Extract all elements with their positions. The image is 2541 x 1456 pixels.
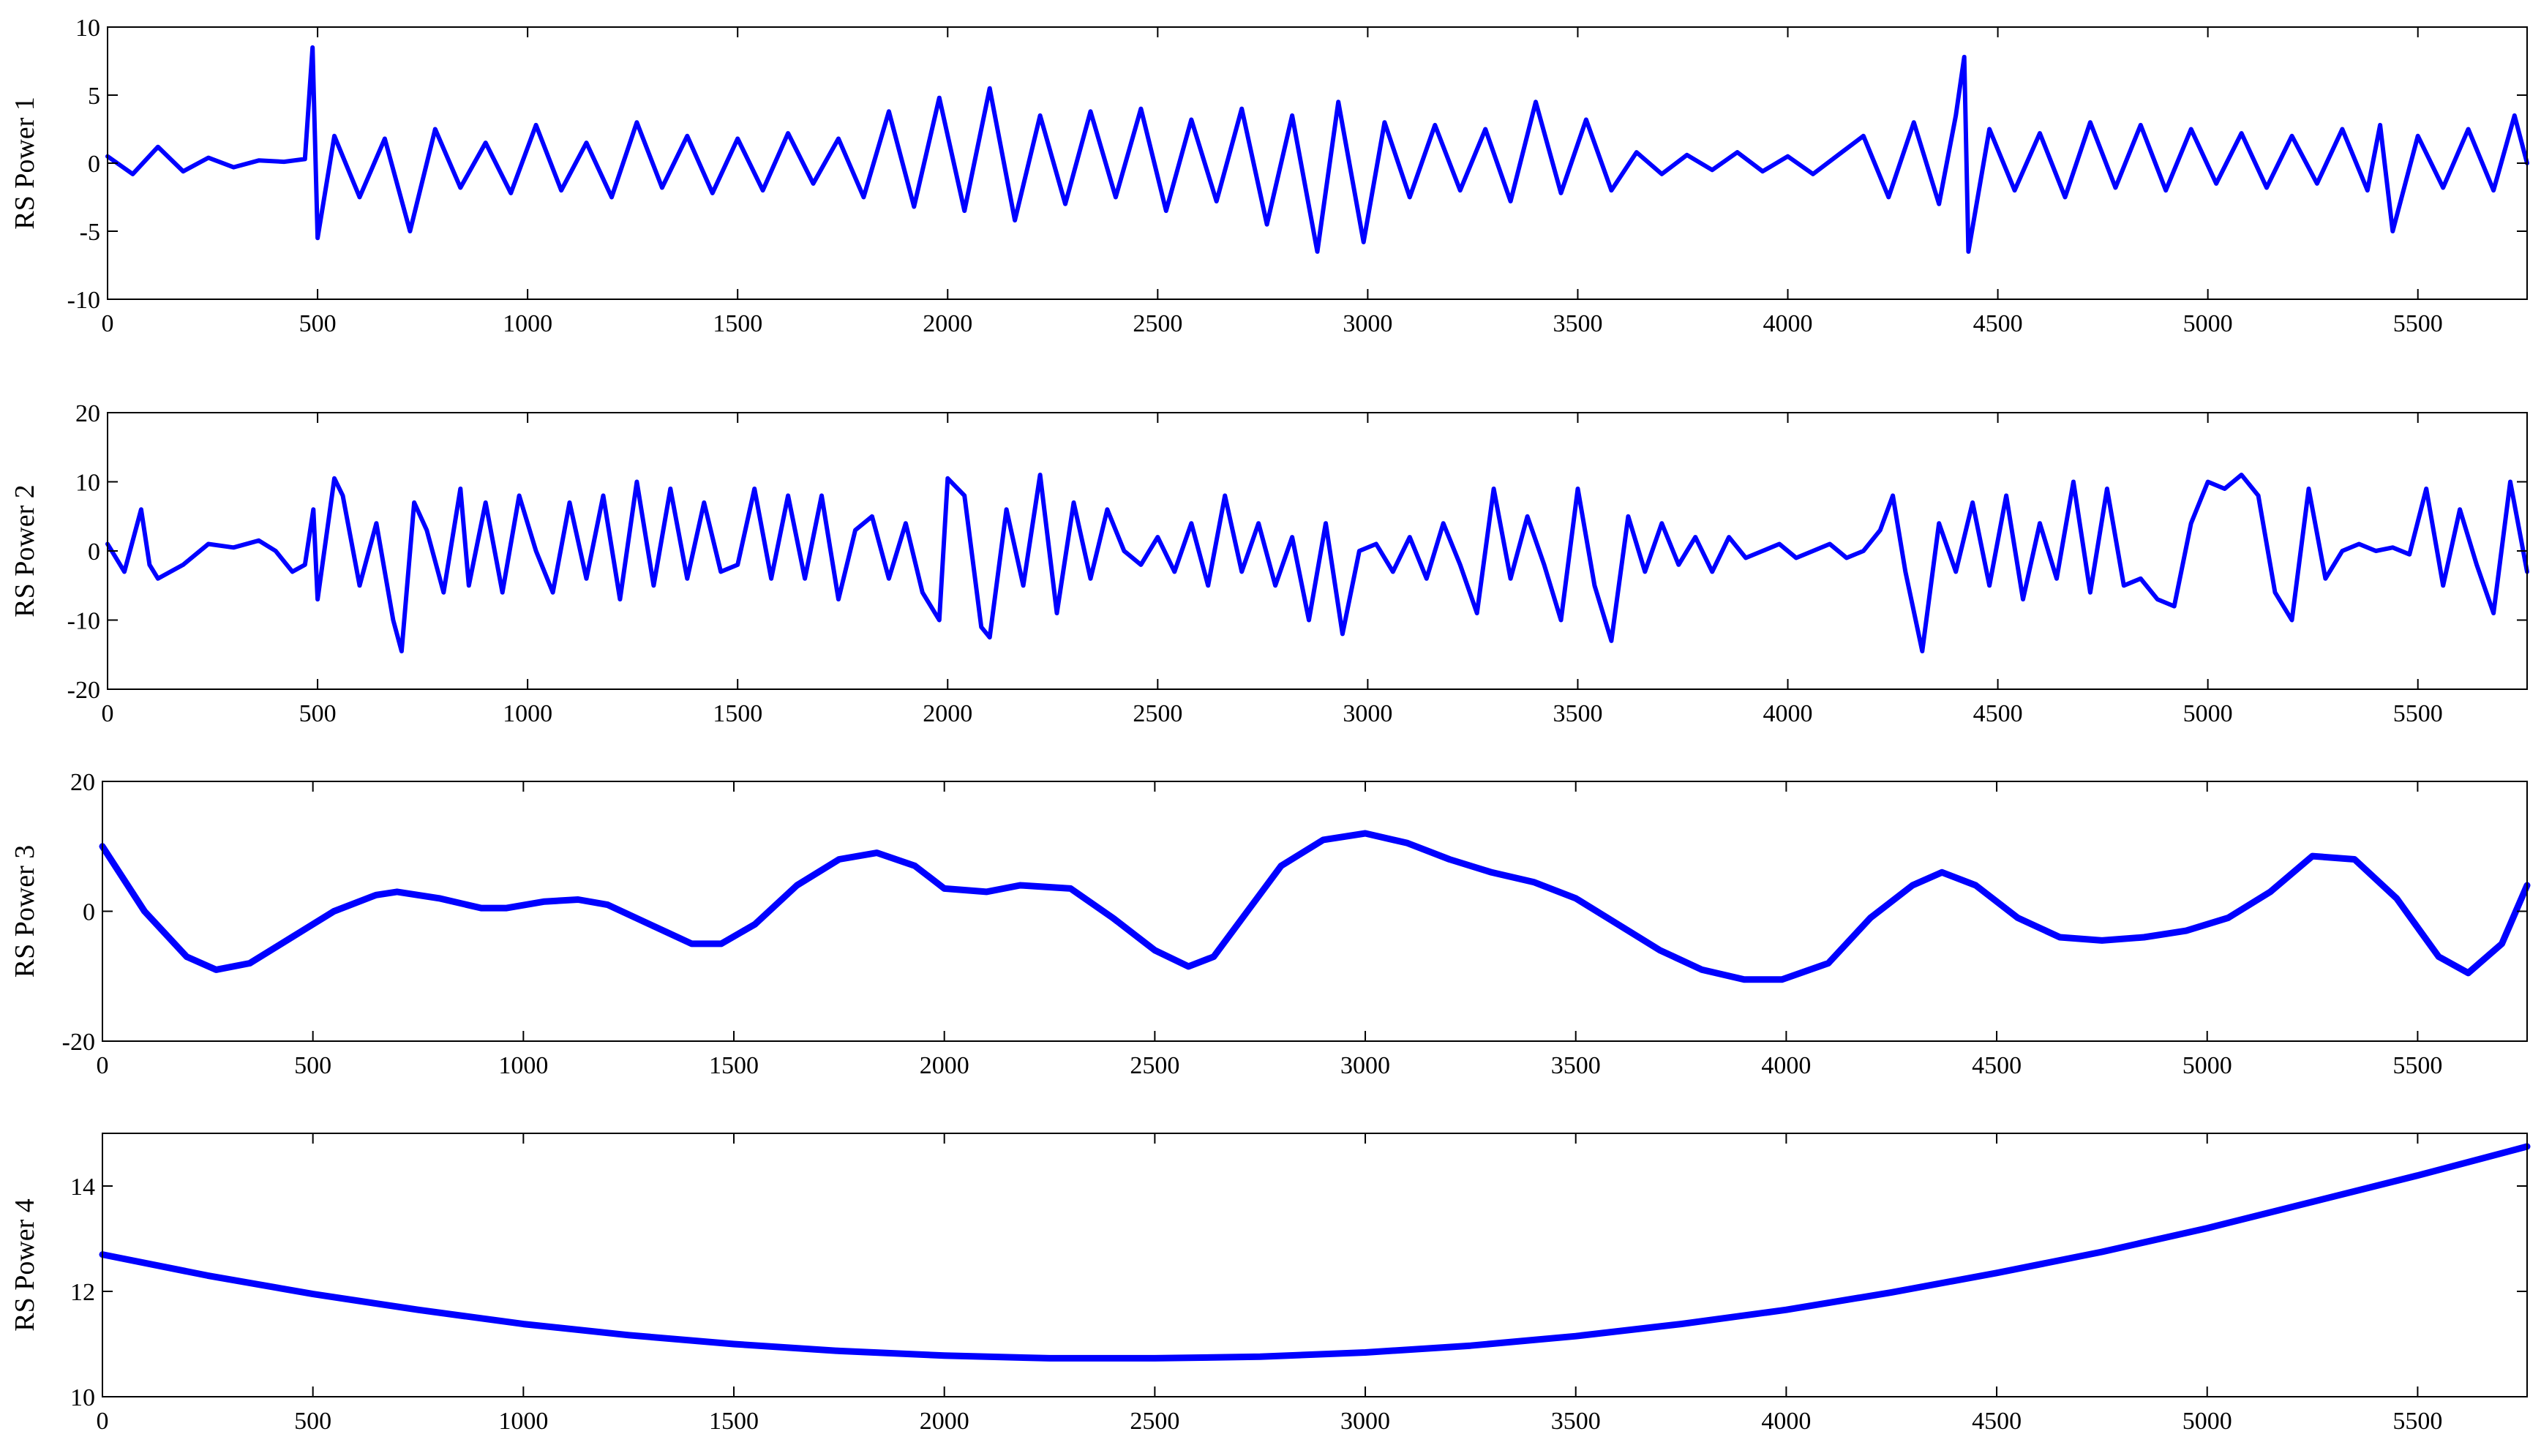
y-tick-label: 20: [70, 769, 95, 796]
x-tick-label: 3000: [1340, 1408, 1390, 1435]
x-tick-label: 1000: [503, 310, 552, 337]
x-tick-label: 5500: [2392, 1408, 2442, 1435]
panel-1: 0 500 1000 1500 2000 2500 3000 3500 4000 4500 5000…: [10, 15, 2529, 337]
x-tick-label: 1000: [498, 1052, 548, 1079]
y-tick-label: 12: [70, 1279, 95, 1306]
y-tick-label: 0: [88, 151, 100, 178]
x-tick-label: 5500: [2393, 700, 2443, 727]
y-tick-label: -20: [62, 1029, 95, 1056]
x-tick-label: 5000: [2182, 1052, 2232, 1079]
x-tick-label: 0: [102, 700, 114, 727]
series-line-2-1: [105, 473, 2529, 653]
plot-frame: [107, 412, 2528, 690]
y-tick-label: -20: [67, 677, 100, 704]
x-tick-label: 0: [97, 1052, 109, 1079]
y-tick-label: -5: [80, 219, 100, 246]
x-tick-label: 3000: [1343, 310, 1392, 337]
y-axis-label: RS Power 2: [10, 484, 40, 618]
y-tick-label: -10: [67, 287, 100, 314]
panel-2: 0 500 1000 1500 2000 2500 3000 3500 4000 4500 5000…: [10, 400, 2529, 727]
x-tick-label: 2500: [1133, 310, 1182, 337]
y-tick-label: 5: [88, 83, 100, 110]
y-tick-label: 10: [75, 15, 100, 42]
x-tick-label: 4000: [1761, 1052, 1811, 1079]
x-tick-label: 500: [294, 1052, 331, 1079]
y-tick-label: 0: [88, 539, 100, 566]
x-tick-label: 2000: [923, 700, 972, 727]
y-tick-label: 10: [70, 1384, 95, 1411]
x-tick-label: 5000: [2182, 1408, 2232, 1435]
series-line-4-1: [99, 1143, 2531, 1362]
panel-3: 0 500 1000 1500 2000 2500 3000 3500 4000 4500 5000…: [10, 769, 2531, 1079]
plot-frame: [102, 781, 2528, 1042]
x-tick-label: 2500: [1133, 700, 1182, 727]
y-tick-label: 0: [83, 899, 95, 926]
y-tick-label: 14: [70, 1174, 95, 1201]
x-tick-label: 3500: [1551, 1052, 1601, 1079]
x-tick-label: 2500: [1130, 1052, 1179, 1079]
x-tick-label: 4000: [1761, 1408, 1811, 1435]
x-tick-label: 3000: [1343, 700, 1392, 727]
plot-frame: [102, 1133, 2528, 1397]
x-tick-label: 1000: [503, 700, 552, 727]
x-tick-label: 4500: [1972, 1408, 2022, 1435]
x-tick-label: 5500: [2393, 310, 2443, 337]
y-axis-label: RS Power 3: [10, 845, 40, 978]
plot-frame: [107, 26, 2528, 300]
x-tick-label: 5000: [2183, 700, 2233, 727]
panel-4: 0 500 1000 1500 2000 2500 3000 3500 4000 4500 5000…: [10, 1133, 2531, 1435]
x-tick-label: 5500: [2392, 1052, 2442, 1079]
x-tick-label: 3500: [1553, 700, 1602, 727]
x-tick-label: 3000: [1340, 1052, 1390, 1079]
y-tick-label: -10: [67, 608, 100, 635]
x-tick-label: 4500: [1973, 310, 2023, 337]
y-tick-label: 10: [75, 470, 100, 497]
x-tick-label: 3500: [1551, 1408, 1601, 1435]
x-tick-label: 2000: [920, 1052, 969, 1079]
y-axis-label: RS Power 4: [10, 1198, 40, 1332]
series-line-1-1: [105, 45, 2529, 254]
y-axis-label: RS Power 1: [10, 97, 40, 230]
x-tick-label: 2500: [1130, 1408, 1179, 1435]
x-tick-label: 1500: [713, 700, 762, 727]
x-tick-label: 0: [102, 310, 114, 337]
x-tick-label: 3500: [1553, 310, 1602, 337]
x-tick-label: 1500: [709, 1052, 759, 1079]
x-tick-label: 1500: [713, 310, 762, 337]
x-tick-label: 5000: [2183, 310, 2233, 337]
x-tick-label: 1000: [498, 1408, 548, 1435]
x-tick-label: 4000: [1763, 700, 1813, 727]
x-tick-label: 4500: [1973, 700, 2023, 727]
y-tick-label: 20: [75, 400, 100, 427]
x-tick-label: 0: [97, 1408, 109, 1435]
x-tick-label: 1500: [709, 1408, 759, 1435]
x-tick-label: 500: [299, 310, 337, 337]
x-tick-label: 2000: [923, 310, 972, 337]
series-line-3-1: [99, 830, 2531, 983]
x-tick-label: 500: [299, 700, 337, 727]
x-tick-label: 4000: [1763, 310, 1813, 337]
x-tick-label: 4500: [1972, 1052, 2022, 1079]
x-tick-label: 500: [294, 1408, 331, 1435]
x-tick-label: 2000: [920, 1408, 969, 1435]
